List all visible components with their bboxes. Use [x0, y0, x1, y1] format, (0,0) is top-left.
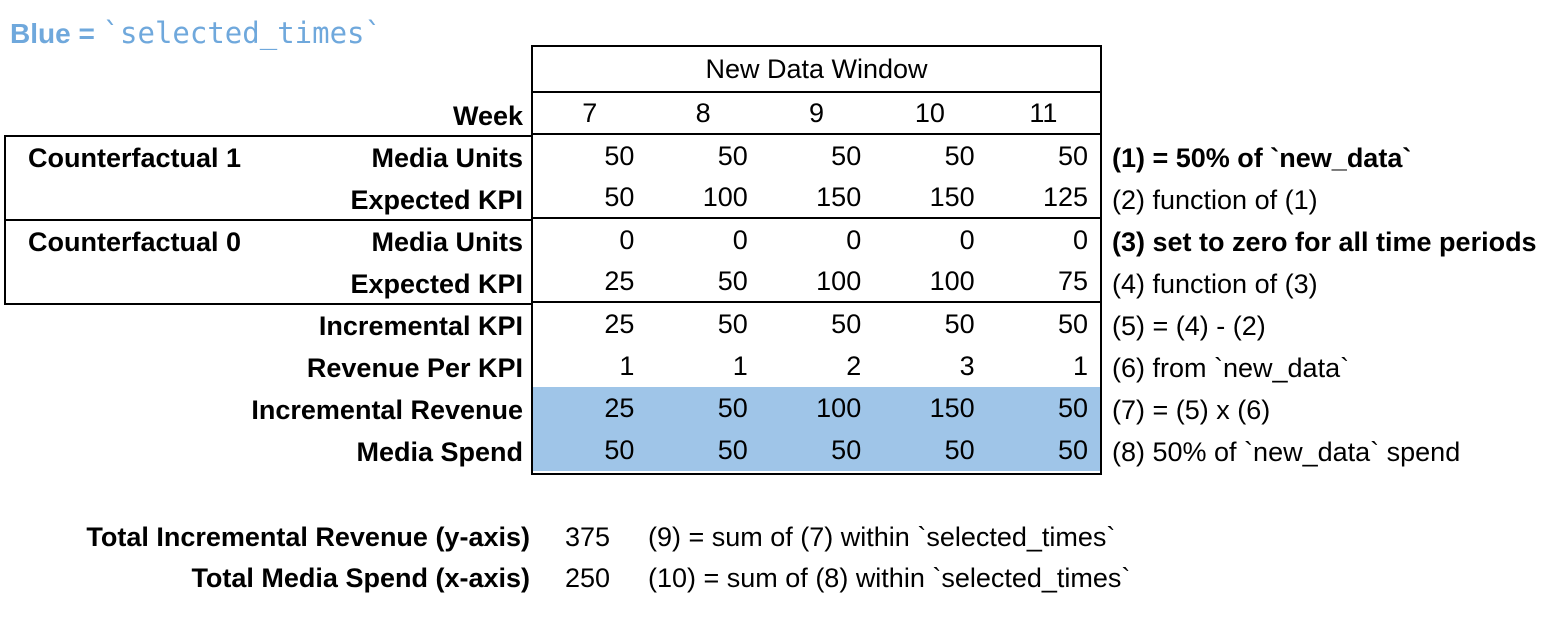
table-cell: 75: [1057, 266, 1089, 296]
table-cell: 50: [717, 435, 748, 465]
table-cell: 0: [1073, 225, 1089, 255]
table-cell: 50: [604, 435, 635, 465]
table-cell: 50: [831, 141, 862, 171]
row-label: Incremental KPI: [318, 311, 523, 341]
row-annotation: (7) = (5) x (6): [1112, 395, 1271, 425]
table-cell: 50: [1057, 309, 1089, 339]
week-number: 8: [695, 98, 711, 128]
row-label: Media Spend: [356, 437, 523, 467]
table-cell: 50: [1057, 141, 1089, 171]
table-header-row: New Data Window: [533, 47, 1100, 93]
table-cell: 50: [944, 141, 975, 171]
total-media-spend-value: 250: [565, 563, 611, 593]
table-cell: 150: [816, 182, 862, 212]
table-cell: 25: [604, 393, 635, 423]
row-label: Revenue Per KPI: [306, 353, 523, 383]
total-incremental-revenue-value: 375: [565, 522, 611, 552]
total-incremental-revenue-label: Total Incremental Revenue (y-axis): [86, 522, 530, 552]
row-annotation: (3) set to zero for all time periods: [1112, 227, 1537, 257]
table-header-title: New Data Window: [705, 53, 928, 84]
table-cell: 0: [846, 225, 862, 255]
table-row-expected-kpi-cf0: 25 50 100 100 75: [533, 261, 1100, 303]
table-cell: 50: [1057, 435, 1089, 465]
table-cell: 50: [944, 309, 975, 339]
group-name: Counterfactual 1: [28, 143, 242, 173]
table-cell: 2: [846, 351, 862, 381]
row-label: Expected KPI: [350, 269, 523, 299]
week-row-label: Week: [452, 101, 523, 131]
table-row-media-units-cf1: 50 50 50 50 50: [533, 135, 1100, 177]
table-cell: 25: [604, 266, 635, 296]
row-label: Media Units: [371, 227, 523, 257]
row-label: Expected KPI: [350, 185, 523, 215]
table-row-expected-kpi-cf1: 50 100 150 150 125: [533, 177, 1100, 219]
row-annotation: (1) = 50% of `new_data`: [1112, 143, 1412, 173]
table-row-revenue-per-kpi: 1 1 2 3 1: [533, 345, 1100, 387]
week-number: 11: [1029, 98, 1058, 128]
legend-prefix: Blue =: [10, 18, 103, 49]
table-cell: 1: [732, 351, 748, 381]
table-cell: 50: [831, 435, 862, 465]
week-number: 10: [914, 98, 945, 128]
table-row-incremental-revenue: 25 50 100 150 50: [533, 387, 1100, 429]
table-cell: 50: [944, 435, 975, 465]
table-cell: 50: [717, 141, 748, 171]
row-annotation: (5) = (4) - (2): [1112, 311, 1266, 341]
table-cell: 0: [619, 225, 635, 255]
table-cell: 50: [604, 182, 635, 212]
table-cell: 50: [1057, 393, 1089, 423]
total-media-spend-note: (10) = sum of (8) within `selected_times…: [648, 563, 1131, 593]
legend-code: `selected_times`: [102, 16, 382, 50]
row-annotation: (6) from `new_data`: [1112, 353, 1350, 383]
week-number: 7: [582, 98, 598, 128]
row-annotation: (8) 50% of `new_data` spend: [1112, 437, 1461, 467]
group-name: Counterfactual 0: [28, 227, 242, 257]
total-incremental-revenue-note: (9) = sum of (7) within `selected_times`: [648, 522, 1116, 552]
row-label: Media Units: [371, 143, 523, 173]
table-cell: 0: [732, 225, 748, 255]
table-cell: 50: [831, 309, 862, 339]
table-cell: 25: [604, 309, 635, 339]
table-cell: 100: [816, 393, 862, 423]
table-cell: 100: [816, 266, 862, 296]
table-row-media-spend: 50 50 50 50 50: [533, 429, 1100, 471]
week-number: 9: [809, 98, 825, 128]
table-cell: 0: [959, 225, 975, 255]
table-cell: 1: [1073, 351, 1089, 381]
table-cell: 100: [929, 266, 975, 296]
row-annotation: (4) function of (3): [1112, 269, 1318, 299]
table-cell: 50: [717, 309, 748, 339]
table-row-incremental-kpi: 25 50 50 50 50: [533, 303, 1100, 345]
highlight-legend: Blue = `selected_times`: [10, 16, 382, 51]
total-media-spend-label: Total Media Spend (x-axis): [191, 563, 530, 593]
row-annotation: (2) function of (1): [1112, 185, 1318, 215]
table-cell: 100: [702, 182, 748, 212]
week-number-row: 7 8 9 10 11: [533, 93, 1100, 135]
table-cell: 150: [929, 393, 975, 423]
table-cell: 125: [1042, 182, 1089, 212]
table-cell: 150: [929, 182, 975, 212]
table-row-media-units-cf0: 0 0 0 0 0: [533, 219, 1100, 261]
table-cell: 1: [619, 351, 635, 381]
table-cell: 3: [959, 351, 975, 381]
data-window-table: New Data Window 7 8 9 10 11 50 50 50 50 …: [531, 45, 1102, 475]
table-cell: 50: [717, 393, 748, 423]
table-cell: 50: [604, 141, 635, 171]
table-cell: 50: [717, 266, 748, 296]
row-label: Incremental Revenue: [251, 395, 523, 425]
